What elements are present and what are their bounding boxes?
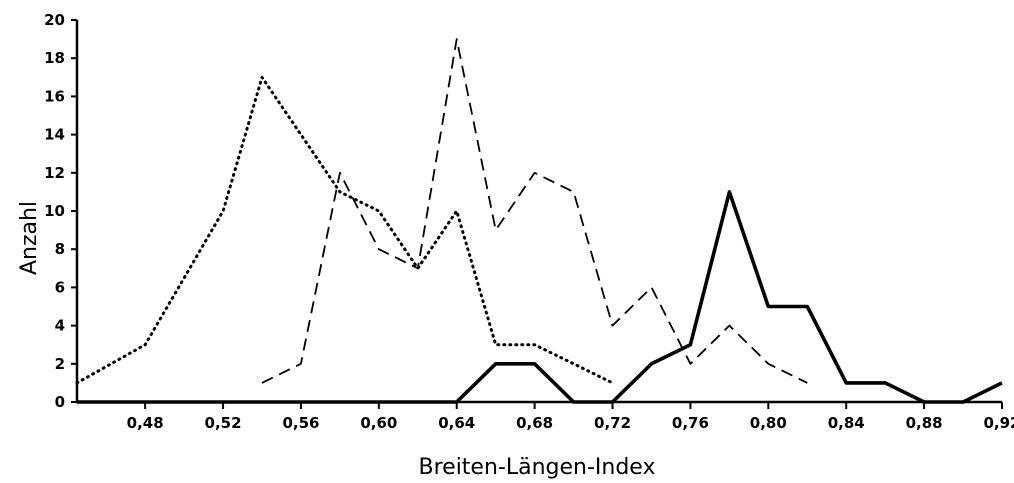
x-tick-label: 0,48	[127, 414, 164, 432]
x-tick-label: 0,68	[516, 414, 553, 432]
y-tick-label: 8	[55, 240, 65, 258]
series-line-dashed	[261, 38, 808, 384]
x-tick-label: 0,88	[906, 414, 943, 432]
x-axis-title: Breiten-Längen-Index	[419, 455, 656, 480]
y-tick-label: 6	[55, 278, 65, 296]
x-tick-label: 0,60	[360, 414, 397, 432]
x-tick-label: 0,64	[438, 414, 475, 432]
x-tick-label: 0,52	[205, 414, 242, 432]
y-tick-label: 10	[44, 202, 65, 220]
y-tick-label: 4	[55, 317, 65, 335]
y-tick-label: 14	[44, 126, 65, 144]
y-axis-title: Anzahl	[17, 201, 42, 275]
x-tick-label: 0,56	[282, 414, 319, 432]
x-tick-label: 0,92	[983, 414, 1014, 432]
y-tick-label: 12	[44, 164, 65, 182]
series-line-solid	[77, 190, 1003, 404]
y-tick-label: 20	[44, 11, 65, 29]
series-line-dotted	[75, 75, 614, 385]
x-tick-label: 0,72	[594, 414, 631, 432]
y-tick-label: 18	[44, 49, 65, 67]
y-tick-label: 2	[55, 355, 65, 373]
y-tick-label: 0	[55, 393, 65, 411]
x-tick-label: 0,80	[750, 414, 787, 432]
x-tick-label: 0,84	[828, 414, 865, 432]
y-tick-label: 16	[44, 87, 65, 105]
x-tick-label: 0,76	[672, 414, 709, 432]
